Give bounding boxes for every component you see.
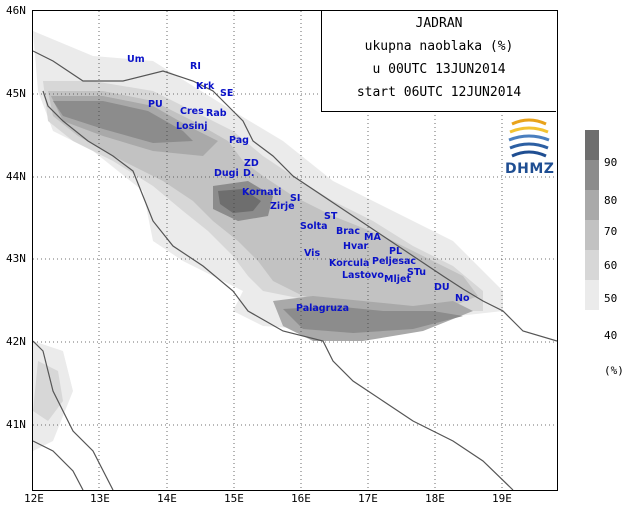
- place-palagruza: Palagruza: [296, 303, 349, 314]
- title-line-3: u 00UTC 13JUN2014: [372, 62, 506, 77]
- place-ri: RI: [190, 61, 201, 72]
- coastlines: [33, 50, 557, 490]
- lon-label-16: 16E: [291, 492, 311, 505]
- lat-label-46: 46N: [6, 4, 26, 17]
- place-d: D.: [243, 168, 255, 179]
- place-cres: Cres: [180, 106, 204, 117]
- lon-label-12: 12E: [24, 492, 44, 505]
- legend-swatch-60: [585, 220, 599, 250]
- place-du: DU: [434, 282, 450, 293]
- lat-label-42: 42N: [6, 335, 26, 348]
- place-krk: Krk: [196, 81, 215, 92]
- title-box: JADRAN ukupna naoblaka (%) u 00UTC 13JUN…: [321, 11, 556, 112]
- place-no: No: [455, 293, 470, 304]
- legend-swatch-70: [585, 190, 599, 220]
- place-losinj: Losinj: [176, 121, 208, 132]
- cloud-cover-map: [33, 11, 557, 490]
- legend-swatch-80: [585, 160, 599, 190]
- place-zd: ZD: [244, 158, 259, 169]
- place-mljet: Mljet: [384, 274, 411, 285]
- legend-swatch-90: [585, 130, 599, 160]
- place-korcula: Korcula: [329, 258, 370, 269]
- lon-label-14: 14E: [157, 492, 177, 505]
- lat-label-41: 41N: [6, 418, 26, 431]
- title-line-2: ukupna naoblaka (%): [364, 39, 514, 54]
- legend-label-60: 60: [604, 259, 618, 272]
- place-si: SI: [290, 193, 301, 204]
- lat-label-43: 43N: [6, 252, 26, 265]
- place-pu: PU: [148, 99, 163, 110]
- legend-swatch-40: [585, 280, 599, 310]
- place-peljesac: Peljesac: [372, 256, 417, 267]
- place-ma: MA: [364, 232, 381, 243]
- place-vis: Vis: [304, 248, 321, 259]
- place-lastovo: Lastovo: [342, 270, 384, 281]
- place-rab: Rab: [206, 108, 227, 119]
- place-se: SE: [220, 88, 234, 99]
- place-pag: Pag: [229, 135, 249, 146]
- legend-colorbar: [585, 130, 599, 340]
- place-kornati: Kornati: [242, 187, 282, 198]
- legend-label-90: 90: [604, 156, 618, 169]
- place-pl: PL: [389, 246, 403, 257]
- place-hvar: Hvar: [343, 241, 369, 252]
- title-line-1: JADRAN: [415, 16, 463, 31]
- legend-label-50: 50: [604, 292, 618, 305]
- lon-label-19: 19E: [492, 492, 512, 505]
- cloud-shading: [33, 31, 503, 451]
- legend-label-70: 70: [604, 225, 618, 238]
- place-solta: Solta: [300, 221, 328, 232]
- place-dugi: Dugi: [214, 168, 239, 179]
- place-stu: STu: [407, 267, 427, 278]
- lon-label-13: 13E: [90, 492, 110, 505]
- lat-label-44: 44N: [6, 170, 26, 183]
- logo-text: DHMZ: [505, 161, 555, 177]
- place-st: ST: [324, 211, 338, 222]
- lon-label-17: 17E: [358, 492, 378, 505]
- lon-label-15: 15E: [224, 492, 244, 505]
- legend-swatch-50: [585, 250, 599, 280]
- legend-label-40: 40: [604, 329, 618, 342]
- legend-unit: (%): [604, 364, 624, 377]
- title-line-4: start 06UTC 12JUN2014: [356, 85, 522, 100]
- place-um: Um: [127, 54, 145, 65]
- lon-label-18: 18E: [425, 492, 445, 505]
- dhmz-logo-icon: [508, 118, 550, 158]
- lat-label-45: 45N: [6, 87, 26, 100]
- legend-label-80: 80: [604, 194, 618, 207]
- place-zirje: Zirje: [270, 201, 295, 212]
- place-brac: Brac: [336, 226, 360, 237]
